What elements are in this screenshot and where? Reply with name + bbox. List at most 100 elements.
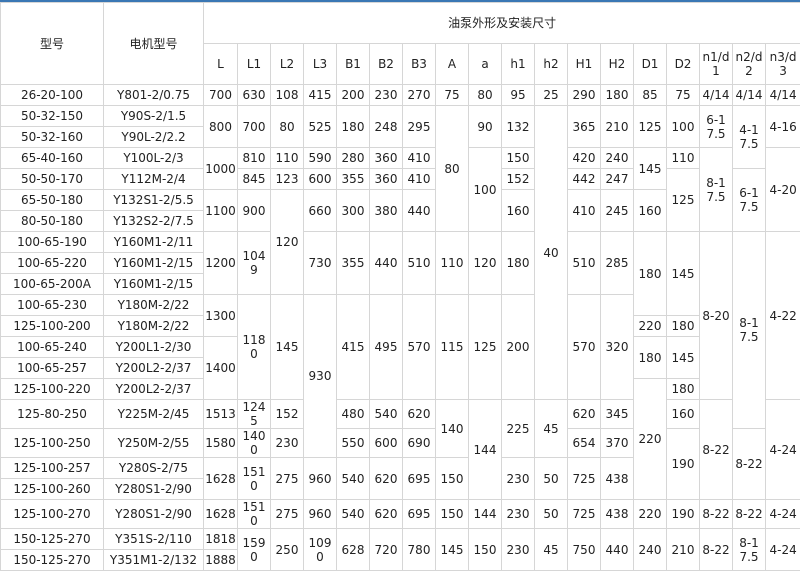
motor-cell: Y90L-2/2.2 [104, 127, 204, 148]
dim-cell-h1: 200 [502, 295, 535, 400]
dim-cell-h1: 620 [568, 400, 601, 429]
dim-cell-n2-d2: 4/14 [733, 85, 766, 106]
dim-cell-h1: 442 [568, 169, 601, 190]
dim-cell-l3: 1090 [304, 529, 337, 571]
dim-cell-n2-d2: 8-22 [733, 500, 766, 529]
dim-cell-n3-d3: 4-22 [766, 232, 800, 400]
dim-cell-a: 110 [436, 232, 469, 295]
dim-cell-h1: 290 [568, 85, 601, 106]
dim-cell-l2: 120 [271, 190, 304, 295]
dim-cell-l: 1513 [204, 400, 238, 429]
header-row-1: 型号 电机型号 油泵外形及安装尺寸 [1, 3, 800, 44]
dim-cell-n2-d2: 8-22 [733, 429, 766, 500]
dim-cell-b3: 695 [403, 458, 436, 500]
dim-cell-h2: 25 [535, 85, 568, 106]
dim-cell-b2: 600 [370, 429, 403, 458]
dim-cell-d2: 145 [667, 337, 700, 379]
dim-cell-l1: 1400 [238, 429, 271, 458]
dim-cell-b3: 620 [403, 400, 436, 429]
dim-cell-l1: 1590 [238, 529, 271, 571]
dim-cell-l2: 250 [271, 529, 304, 571]
dim-cell-n1-d1: 8-17.5 [700, 148, 733, 232]
dim-cell-l3: 960 [304, 458, 337, 500]
dim-cell-d2: 180 [667, 379, 700, 400]
dim-cell-d2: 125 [667, 169, 700, 232]
dim-cell-b1: 540 [337, 458, 370, 500]
dim-cell-b3: 295 [403, 106, 436, 148]
dim-cell-h2: 180 [601, 85, 634, 106]
header-dim-n2-d2: n2/d2 [733, 44, 766, 85]
dim-cell-a: 140 [436, 400, 469, 458]
dim-cell-h2: 370 [601, 429, 634, 458]
dim-cell-a: 144 [469, 500, 502, 529]
dim-cell-h1: 180 [502, 232, 535, 295]
motor-cell: Y351S-2/110 [104, 529, 204, 550]
motor-cell: Y200L2-2/37 [104, 379, 204, 400]
model-cell: 125-100-220 [1, 379, 104, 400]
dim-cell-h2: 50 [535, 500, 568, 529]
dim-cell-b3: 410 [403, 148, 436, 169]
header-dim-l2: L2 [271, 44, 304, 85]
dim-cell-n3-d3: 4-16 [766, 106, 800, 148]
dim-cell-h1: 160 [502, 190, 535, 232]
dim-cell-b1: 280 [337, 148, 370, 169]
dim-cell-l2: 275 [271, 500, 304, 529]
dim-cell-b2: 620 [370, 500, 403, 529]
header-model: 型号 [1, 3, 104, 85]
dim-cell-l3: 600 [304, 169, 337, 190]
dim-cell-l1: 700 [238, 106, 271, 148]
dim-cell-l: 1628 [204, 500, 238, 529]
dim-cell-n3-d3: 4-24 [766, 529, 800, 571]
model-cell: 125-100-257 [1, 458, 104, 479]
dim-cell-b2: 248 [370, 106, 403, 148]
dim-cell-h2: 40 [535, 106, 568, 400]
dim-cell-b1: 355 [337, 232, 370, 295]
dim-cell-n3-d3: 4-24 [766, 500, 800, 529]
dim-cell-l3: 730 [304, 232, 337, 295]
dim-cell-a: 100 [469, 148, 502, 232]
model-cell: 125-100-260 [1, 479, 104, 500]
dim-cell-l1: 900 [238, 190, 271, 232]
header-dim-n1-d1: n1/d1 [700, 44, 733, 85]
dim-cell-h1: 230 [502, 529, 535, 571]
motor-cell: Y132S1-2/5.5 [104, 190, 204, 211]
motor-cell: Y90S-2/1.5 [104, 106, 204, 127]
model-cell: 65-40-160 [1, 148, 104, 169]
dim-cell-h2: 345 [601, 400, 634, 429]
dim-cell-h2: 240 [601, 148, 634, 169]
dim-cell-l: 1818 [204, 529, 238, 550]
dim-cell-l: 1580 [204, 429, 238, 458]
dim-cell-a: 145 [436, 529, 469, 571]
dim-cell-l: 1400 [204, 337, 238, 400]
dim-cell-l3: 590 [304, 148, 337, 169]
dim-cell-b2: 620 [370, 458, 403, 500]
dim-cell-a: 75 [436, 85, 469, 106]
dim-cell-h2: 50 [535, 458, 568, 500]
header-dim-d1: D1 [634, 44, 667, 85]
dim-cell-b1: 355 [337, 169, 370, 190]
motor-cell: Y132S2-2/7.5 [104, 211, 204, 232]
dim-cell-l: 1100 [204, 190, 238, 232]
model-cell: 100-65-220 [1, 253, 104, 274]
model-cell: 150-125-270 [1, 550, 104, 571]
dim-cell-b3: 510 [403, 232, 436, 295]
motor-cell: Y351M1-2/132 [104, 550, 204, 571]
motor-cell: Y112M-2/4 [104, 169, 204, 190]
model-cell: 100-65-190 [1, 232, 104, 253]
dim-cell-h1: 230 [502, 500, 535, 529]
dim-cell-l3: 525 [304, 106, 337, 148]
dim-cell-n2-d2: 6-17.5 [733, 169, 766, 232]
model-cell: 50-32-160 [1, 127, 104, 148]
dim-cell-b3: 695 [403, 500, 436, 529]
dim-cell-h1: 152 [502, 169, 535, 190]
header-dim-l1: L1 [238, 44, 271, 85]
dim-cell-n3-d3: 4-20 [766, 148, 800, 232]
dim-cell-d1: 220 [634, 500, 667, 529]
dim-cell-h1: 132 [502, 106, 535, 148]
dim-cell-b2: 360 [370, 169, 403, 190]
dim-cell-l1: 630 [238, 85, 271, 106]
dim-cell-l3: 930 [304, 295, 337, 458]
dim-cell-d1: 125 [634, 106, 667, 148]
